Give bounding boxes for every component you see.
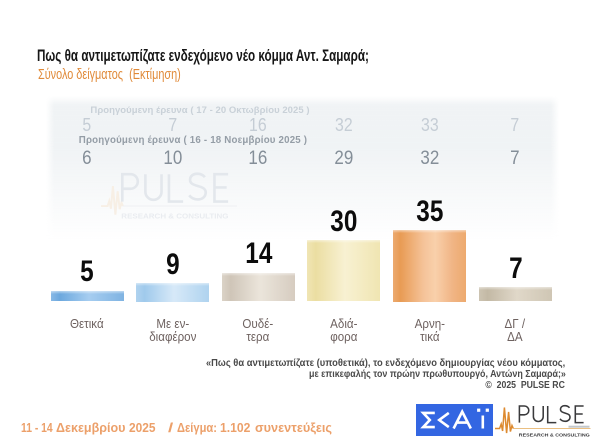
svg-text:RESEARCH & CONSULTING: RESEARCH & CONSULTING (519, 432, 590, 437)
svg-text:RESEARCH & CONSULTING: RESEARCH & CONSULTING (121, 211, 229, 220)
